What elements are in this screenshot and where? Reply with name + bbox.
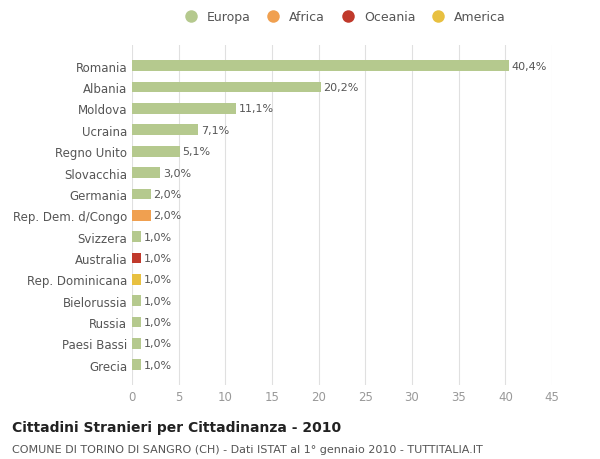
Legend: Europa, Africa, Oceania, America: Europa, Africa, Oceania, America [178, 11, 506, 24]
Text: Cittadini Stranieri per Cittadinanza - 2010: Cittadini Stranieri per Cittadinanza - 2… [12, 420, 341, 434]
Text: 1,0%: 1,0% [144, 253, 172, 263]
Text: COMUNE DI TORINO DI SANGRO (CH) - Dati ISTAT al 1° gennaio 2010 - TUTTITALIA.IT: COMUNE DI TORINO DI SANGRO (CH) - Dati I… [12, 444, 483, 454]
Bar [132, 296, 142, 306]
Bar [132, 317, 142, 328]
Bar [132, 168, 160, 179]
Bar [132, 232, 142, 242]
Bar [132, 125, 198, 136]
Bar [132, 338, 142, 349]
Text: 1,0%: 1,0% [144, 232, 172, 242]
Bar [132, 62, 509, 72]
Text: 1,0%: 1,0% [144, 339, 172, 348]
Bar [132, 210, 151, 221]
Bar [132, 274, 142, 285]
Text: 2,0%: 2,0% [154, 190, 182, 199]
Text: 5,1%: 5,1% [182, 147, 211, 157]
Bar [132, 104, 236, 115]
Bar [132, 83, 320, 93]
Text: 7,1%: 7,1% [201, 126, 229, 135]
Text: 1,0%: 1,0% [144, 317, 172, 327]
Text: 11,1%: 11,1% [238, 104, 274, 114]
Text: 40,4%: 40,4% [512, 62, 547, 72]
Text: 1,0%: 1,0% [144, 360, 172, 370]
Bar [132, 146, 179, 157]
Text: 1,0%: 1,0% [144, 296, 172, 306]
Text: 20,2%: 20,2% [323, 83, 359, 93]
Text: 2,0%: 2,0% [154, 211, 182, 221]
Bar [132, 253, 142, 263]
Text: 1,0%: 1,0% [144, 274, 172, 285]
Text: 3,0%: 3,0% [163, 168, 191, 178]
Bar [132, 189, 151, 200]
Bar [132, 359, 142, 370]
